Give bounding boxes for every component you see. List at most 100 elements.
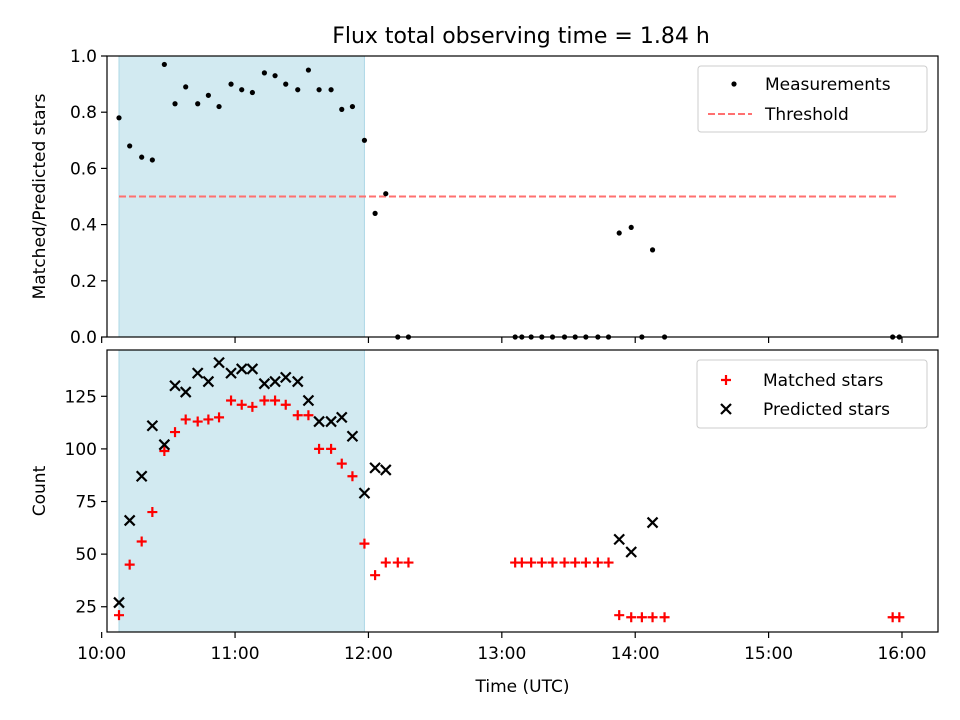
predicted-point xyxy=(291,375,304,388)
predicted-point xyxy=(335,411,348,424)
predicted-point xyxy=(346,430,359,443)
matched-point xyxy=(236,399,247,410)
predicted-point xyxy=(158,438,171,451)
matched-point xyxy=(124,559,135,570)
y-tick-label: 0.8 xyxy=(70,103,97,123)
matched-point xyxy=(314,443,325,454)
predicted-point xyxy=(146,419,159,432)
plot-frame xyxy=(106,55,939,338)
measurement-point xyxy=(328,87,334,93)
matched-point xyxy=(259,395,270,406)
predicted-point xyxy=(325,415,337,428)
matched-point xyxy=(226,395,237,406)
matched-point xyxy=(136,536,147,547)
matched-point xyxy=(526,557,537,568)
matched-point xyxy=(114,610,125,621)
y-tick-label: 0.6 xyxy=(70,159,97,179)
measurement-point xyxy=(316,87,322,93)
predicted-point xyxy=(235,363,248,375)
matched-point xyxy=(180,414,191,425)
y-tick-label: 100 xyxy=(65,440,97,460)
measurement-point xyxy=(372,210,378,216)
predicted-point xyxy=(279,371,292,384)
y-axis-label: Matched/Predicted stars xyxy=(30,93,50,299)
measurement-point xyxy=(295,87,301,93)
measurement-point xyxy=(183,84,189,90)
x-tick-label: 12:00 xyxy=(344,644,393,664)
x-tick-label: 16:00 xyxy=(877,644,926,664)
predicted-point xyxy=(246,363,259,375)
matched-point xyxy=(347,471,358,482)
y-axis-label: Count xyxy=(30,465,50,516)
matched-point xyxy=(326,443,337,454)
predicted-point xyxy=(123,514,136,527)
measurement-point xyxy=(149,157,155,163)
observing-span xyxy=(118,349,365,633)
measurement-point xyxy=(628,224,634,231)
y-tick-label: 25 xyxy=(75,598,97,618)
measurement-point xyxy=(172,101,178,107)
matched-point xyxy=(336,458,347,469)
matched-point xyxy=(894,612,905,623)
predicted-point xyxy=(191,367,204,379)
matched-point xyxy=(214,412,225,423)
matched-point xyxy=(170,427,181,438)
y-tick-label: 0.0 xyxy=(70,328,97,348)
predicted-point xyxy=(179,386,192,398)
legend-marker-matched xyxy=(721,375,731,385)
measurement-point xyxy=(283,81,289,87)
matched-point xyxy=(247,401,258,412)
x-tick-label: 10:00 xyxy=(77,644,126,664)
matched-point xyxy=(626,612,637,623)
predicted-point xyxy=(313,415,325,428)
plot-frame xyxy=(106,349,939,633)
matched-point xyxy=(392,557,403,568)
measurement-point xyxy=(249,89,255,96)
measurement-point xyxy=(383,191,389,197)
predicted-point xyxy=(269,375,281,388)
legend-label-measurements: Measurements xyxy=(765,75,891,95)
matched-point xyxy=(380,557,391,568)
measurement-point xyxy=(116,115,122,121)
matched-point xyxy=(603,557,614,568)
measurement-point xyxy=(361,137,368,143)
matched-point xyxy=(536,557,547,568)
x-axis-label: Time (UTC) xyxy=(475,677,570,697)
x-tick-label: 13:00 xyxy=(477,644,526,664)
matched-point xyxy=(203,414,214,425)
legend-marker-measurements xyxy=(731,81,737,87)
matched-point xyxy=(636,612,647,623)
legend-bottom: Matched stars Predicted stars xyxy=(696,359,928,429)
matched-point xyxy=(570,557,581,568)
ratio-panel: 0.0 0.2 0.4 0.6 0.8 1.0 Matched/Predicted star… xyxy=(30,47,939,348)
measurement-point xyxy=(339,106,345,112)
matched-point xyxy=(659,612,670,623)
measurement-point xyxy=(305,67,312,73)
matched-point xyxy=(580,557,591,568)
x-tick-label: 11:00 xyxy=(211,644,260,664)
legend-marker-predicted xyxy=(720,403,732,415)
matched-point xyxy=(159,446,170,457)
matched-point xyxy=(192,416,203,427)
matched-point xyxy=(280,399,291,410)
predicted-point xyxy=(258,377,271,390)
predicted-point xyxy=(113,596,125,609)
measurement-point xyxy=(161,61,167,68)
measurement-point xyxy=(205,92,211,98)
measurement-point xyxy=(216,103,222,110)
y-tick-label: 0.4 xyxy=(70,216,97,236)
y-tick-label: 50 xyxy=(75,545,97,565)
predicted-point xyxy=(225,367,237,379)
legend-box xyxy=(696,359,928,429)
chart-title: Flux total observing time = 1.84 h xyxy=(332,24,710,49)
measurement-point xyxy=(139,154,145,160)
measurement-point xyxy=(272,73,278,79)
measurement-point xyxy=(616,230,622,236)
predicted-point xyxy=(202,375,215,388)
measurement-point xyxy=(261,70,267,76)
predicted-point xyxy=(358,487,371,499)
legend-box xyxy=(697,65,928,133)
matched-point xyxy=(270,395,281,406)
matched-point xyxy=(370,570,381,581)
